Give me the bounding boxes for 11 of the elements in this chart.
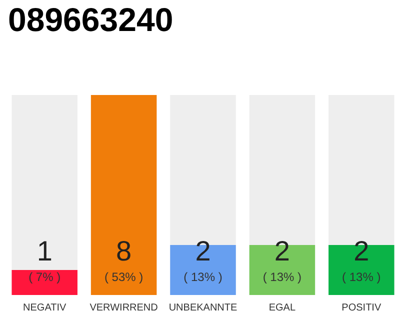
chart-title: 089663240 <box>8 1 174 38</box>
x-tick-label: POSITIV <box>342 302 382 314</box>
data-label: 1 ( 7% ) <box>28 236 61 284</box>
data-label: 8 ( 53% ) <box>104 236 144 284</box>
data-label: 2 ( 13% ) <box>262 236 302 284</box>
x-tick-label: UNBEKANNTE <box>168 302 238 314</box>
data-label: 2 ( 13% ) <box>342 236 381 284</box>
x-tick-label: EGAL <box>268 302 296 314</box>
x-tick-label: NEGATIV <box>23 302 67 314</box>
data-label: 2 ( 13% ) <box>184 236 222 284</box>
x-tick-label: VERWIRREND <box>90 302 158 314</box>
